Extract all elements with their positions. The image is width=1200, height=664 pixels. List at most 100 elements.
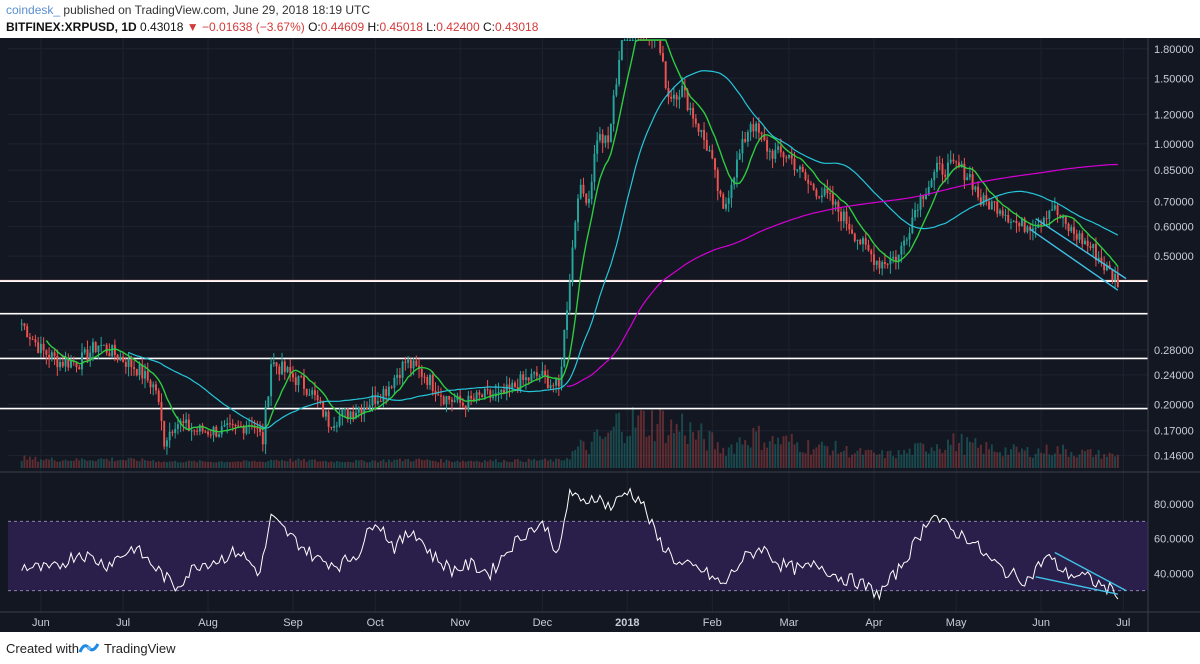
candle-body — [1084, 240, 1086, 245]
volume-bar — [977, 447, 980, 468]
volume-bar — [1042, 453, 1045, 468]
candle-body — [733, 177, 736, 185]
candle-body — [979, 197, 982, 205]
volume-bar — [996, 452, 999, 468]
volume-bar — [609, 430, 612, 468]
candle-body — [302, 376, 305, 389]
candle-body — [826, 188, 829, 194]
candle-body — [620, 40, 623, 60]
candle-body — [618, 59, 621, 85]
candle-body — [982, 195, 985, 205]
volume-bar — [807, 440, 810, 468]
candle-body — [141, 364, 144, 379]
candle-body — [346, 408, 349, 419]
candle-body — [165, 440, 168, 447]
candle-body — [344, 408, 347, 410]
volume-bar — [349, 461, 352, 468]
candle-body — [615, 84, 618, 96]
volume-bar — [412, 461, 415, 468]
volume-bar — [1051, 455, 1054, 468]
candle-body — [313, 390, 316, 396]
candle-body — [390, 386, 393, 388]
candle-body — [119, 356, 122, 361]
volume-bar — [86, 460, 89, 468]
volume-bar — [31, 459, 34, 468]
volume-bar — [979, 444, 982, 468]
candle-body — [848, 223, 851, 230]
volume-bar — [322, 461, 325, 468]
tradingview-logo-icon[interactable] — [78, 640, 100, 661]
candle-body — [429, 374, 431, 385]
chart-area[interactable]: 0.430180.428070.350330.265700.19485 JunJ… — [0, 15, 1200, 632]
volume-bar — [777, 437, 780, 468]
candle-body — [714, 158, 716, 170]
volume-bar — [925, 451, 927, 468]
volume-bar — [363, 460, 366, 468]
candle-body — [174, 428, 177, 433]
candle-body — [182, 421, 185, 424]
volume-bar — [398, 458, 401, 468]
candle-body — [286, 367, 289, 372]
candle-body — [1051, 209, 1054, 211]
candle-body — [234, 424, 237, 426]
volume-bar — [119, 459, 122, 468]
volume-bar — [618, 412, 621, 468]
volume-bar — [122, 459, 125, 468]
volume-bar — [289, 458, 292, 468]
candle-body — [864, 238, 867, 245]
footer: Created with TradingView — [0, 632, 1200, 664]
candle-body — [20, 323, 23, 325]
time-tick-label: May — [946, 617, 967, 629]
candle-body — [1089, 246, 1092, 248]
candle-body — [908, 233, 911, 240]
volume-bar — [437, 462, 440, 468]
candle-body — [1020, 218, 1023, 227]
volume-bar — [503, 459, 505, 468]
candle-body — [1026, 226, 1029, 232]
volume-bar — [862, 454, 864, 468]
candle-body — [889, 258, 892, 265]
volume-bar — [300, 460, 303, 468]
candle-body — [711, 150, 714, 159]
volume-bar — [705, 450, 708, 468]
candle-body — [207, 431, 210, 435]
candle-body — [689, 107, 692, 110]
candle-body — [700, 129, 703, 132]
horizontal-levels[interactable]: 0.430180.428070.350330.265700.19485 — [0, 272, 1199, 416]
candle-body — [697, 123, 700, 132]
volume-bar — [524, 461, 527, 468]
candle-body — [37, 342, 40, 354]
volume-bar — [242, 460, 245, 468]
volume-bar — [960, 433, 963, 468]
volume-bar — [645, 436, 648, 468]
candle-body — [396, 374, 399, 378]
candle-body — [914, 210, 917, 218]
volume-bar — [629, 435, 632, 468]
candle-body — [440, 395, 442, 397]
volume-bar — [755, 431, 758, 468]
volume-bar — [157, 461, 160, 468]
candle-body — [552, 385, 555, 387]
volume-bar — [89, 460, 92, 468]
candle-body — [842, 211, 845, 222]
volume-bar — [892, 456, 895, 468]
candle-body — [999, 210, 1001, 214]
tradingview-brand[interactable]: TradingView — [104, 641, 176, 656]
volume-bar — [360, 459, 363, 468]
author-link[interactable]: coindesk_ — [6, 3, 61, 17]
volume-bar — [851, 454, 854, 468]
candle-body — [163, 420, 166, 447]
volume-bar — [640, 410, 642, 468]
volume-bar — [67, 460, 70, 468]
volume-bar — [905, 453, 908, 468]
volume-bar — [374, 460, 377, 468]
candle-body — [327, 411, 330, 427]
chart-canvas[interactable]: 0.430180.428070.350330.265700.19485 JunJ… — [0, 15, 1200, 632]
sma-mid-line — [128, 70, 1119, 429]
candle-body — [130, 358, 133, 368]
volume-bar — [442, 462, 445, 468]
candle-body — [587, 198, 590, 204]
candle-body — [70, 360, 72, 368]
price-tick-label: 0.28000 — [1154, 345, 1194, 357]
candle-body — [675, 94, 678, 100]
